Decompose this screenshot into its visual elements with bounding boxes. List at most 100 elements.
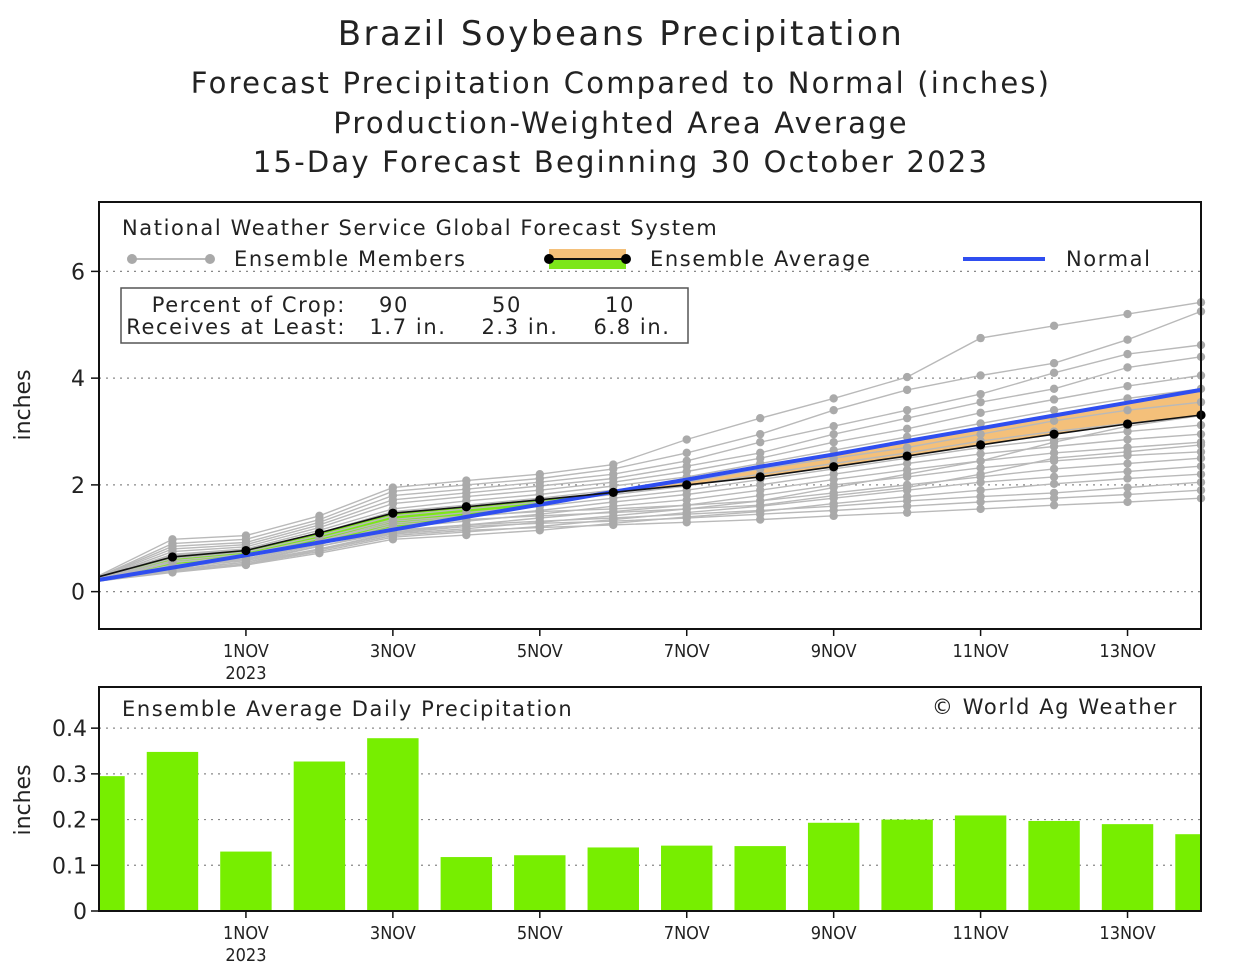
member-point-17-14 <box>1123 490 1132 499</box>
top-xtick-label-1: 3NOV <box>370 641 416 662</box>
member-line-9 <box>98 424 1202 581</box>
legend-average: Ensemble Average <box>544 247 870 271</box>
member-point-3-13 <box>1049 368 1059 377</box>
average-point-13 <box>1049 429 1059 439</box>
member-point-14-14 <box>1123 467 1132 476</box>
daily-bar-3NOV <box>367 738 419 911</box>
bottom-xtick-label-6: 13NOV <box>1099 923 1155 944</box>
daily-bar-6NOV <box>587 847 639 911</box>
member-point-1-12 <box>976 333 985 343</box>
top-gridlines <box>99 270 1201 593</box>
member-point-7-14 <box>1123 405 1132 415</box>
member-point-18-11 <box>902 508 912 517</box>
member-point-2-14 <box>1123 335 1132 344</box>
member-line-18 <box>98 497 1202 582</box>
member-point-6-13 <box>1049 405 1059 415</box>
member-point-16-14 <box>1123 483 1132 492</box>
member-point-20-11 <box>902 470 912 479</box>
member-point-2-12 <box>976 371 985 380</box>
member-point-4-14 <box>1123 363 1132 372</box>
bottom-xtick-label-5: 11NOV <box>952 923 1008 944</box>
member-point-2-11 <box>902 385 912 395</box>
member-line-12 <box>98 451 1202 581</box>
member-line-4 <box>98 356 1202 579</box>
member-point-18-12 <box>976 504 985 514</box>
member-point-15-13 <box>1049 479 1059 489</box>
member-point-13-14 <box>1123 459 1132 468</box>
member-point-7-13 <box>1049 416 1059 426</box>
legend-normal: Normal <box>963 247 1150 271</box>
member-point-14-13 <box>1049 472 1059 482</box>
chart-title: Brazil Soybeans Precipitation <box>337 14 905 54</box>
member-point-15-14 <box>1123 474 1132 483</box>
member-point-6-12 <box>976 419 985 428</box>
top-y-axis-ticks: 0 2 4 6 <box>71 260 99 606</box>
member-line-1 <box>98 301 1202 577</box>
member-line-5 <box>98 374 1202 579</box>
crop-table-row2-value-3: 6.8 in. <box>593 315 670 339</box>
average-point-2 <box>241 545 251 556</box>
member-point-19-12 <box>976 470 985 479</box>
daily-bar-12NOV <box>1028 820 1080 911</box>
legend-members-label: Ensemble Members <box>234 247 467 271</box>
crop-table-row1-value-1: 90 <box>379 293 409 317</box>
member-point-4-10 <box>829 429 838 439</box>
member-point-3-9 <box>756 437 765 447</box>
member-point-7-12 <box>976 429 985 439</box>
daily-precip-bars <box>99 738 1201 911</box>
chart-subtitle-3: 15-Day Forecast Beginning 30 October 202… <box>252 145 990 179</box>
top-ytick-label-1: 2 <box>71 474 85 499</box>
ensemble-average-line <box>98 414 1202 578</box>
top-xtick-label-6: 13NOV <box>1099 641 1155 662</box>
member-point-3-14 <box>1123 349 1132 359</box>
normal-line-group <box>98 387 1202 582</box>
member-point-18-8 <box>682 518 691 527</box>
member-point-1-13 <box>1049 321 1059 331</box>
member-point-20-10 <box>829 483 838 492</box>
legend-members: Ensemble Members <box>127 247 467 271</box>
member-line-3 <box>98 344 1202 578</box>
member-point-1-10 <box>829 394 838 403</box>
daily-bar-4NOV <box>440 857 493 911</box>
member-point-20-6 <box>535 507 544 516</box>
member-point-18-14 <box>1123 497 1132 507</box>
average-point-11 <box>902 451 912 461</box>
member-point-1-11 <box>902 372 912 382</box>
daily-bar-1NOV <box>220 851 272 911</box>
bottom-ytick-label-2: 0.2 <box>52 809 87 834</box>
bottom-ytick-label-3: 0.3 <box>52 763 87 788</box>
member-point-20-12 <box>976 456 985 466</box>
top-xtick-label-0: 1NOV <box>223 641 269 662</box>
crop-table-row2-value-2: 2.3 in. <box>481 315 558 339</box>
member-point-4-11 <box>902 413 912 423</box>
member-line-17 <box>98 489 1202 582</box>
bottom-xtick-label-0: 1NOV <box>223 923 269 944</box>
crop-table-row1-value-2: 50 <box>492 293 522 317</box>
top-ytick-label-2: 4 <box>71 367 85 392</box>
member-line-19 <box>98 444 1202 582</box>
bottom-y-axis-label: inches <box>11 764 36 835</box>
crop-table-row1-label: Percent of Crop: <box>152 293 346 317</box>
diff-fill-11 <box>907 428 981 457</box>
member-point-4-13 <box>1049 384 1059 394</box>
bottom-ytick-label-4: 0.4 <box>52 717 87 742</box>
member-point-10-12 <box>976 449 985 459</box>
average-point-14 <box>1122 419 1133 429</box>
average-point-9 <box>755 472 765 482</box>
bottom-y-axis-ticks: 0 0.1 0.2 0.3 0.4 <box>52 717 99 925</box>
daily-bar-11NOV <box>954 815 1007 911</box>
diff-fill-14 <box>1127 389 1201 424</box>
member-point-5-14 <box>1123 381 1132 391</box>
daily-bar-13NOV <box>1101 824 1154 911</box>
top-xtick-label-2: 5NOV <box>517 641 563 662</box>
member-point-18-13 <box>1049 500 1059 510</box>
bottom-plot-frame <box>98 686 1202 912</box>
bottom-xtick-sublabel-0: 2023 <box>225 945 266 965</box>
member-point-10-11 <box>902 459 912 468</box>
member-point-3-12 <box>976 389 985 399</box>
top-xtick-label-3: 7NOV <box>664 641 710 662</box>
